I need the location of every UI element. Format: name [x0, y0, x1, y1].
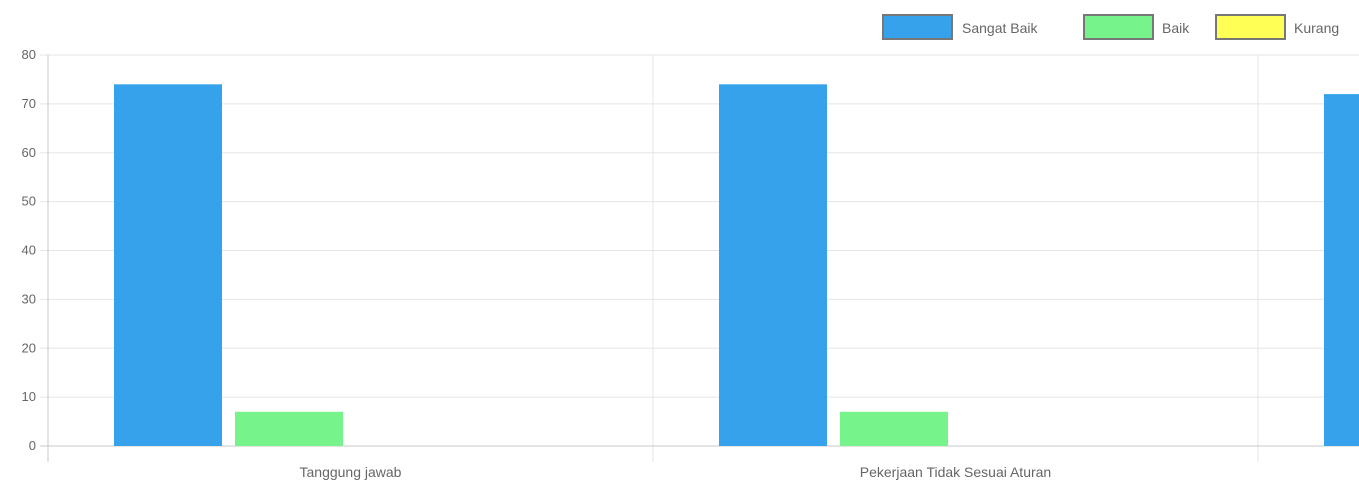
y-tick-label: 30 [22, 291, 36, 306]
y-tick-label: 60 [22, 145, 36, 160]
y-tick-label: 0 [29, 438, 36, 453]
x-tick-label: Tanggung jawab [300, 464, 402, 480]
y-tick-label: 70 [22, 96, 36, 111]
legend[interactable]: Sangat Baik Baik Kurang [882, 14, 1339, 40]
bar-sangat-baik[interactable] [719, 84, 827, 446]
y-tick-label: 20 [22, 340, 36, 355]
legend-label: Kurang [1294, 20, 1339, 36]
x-tick-label: Pekerjaan Tidak Sesuai Aturan [860, 464, 1051, 480]
bar-baik[interactable] [840, 411, 948, 446]
grid-lines [40, 54, 1359, 462]
legend-swatch [1215, 14, 1286, 40]
legend-label: Sangat Baik [962, 20, 1038, 36]
y-tick-label: 10 [22, 389, 36, 404]
legend-item-baik[interactable]: Baik [1083, 14, 1190, 40]
legend-item-kurang[interactable]: Kurang [1215, 14, 1339, 40]
bar-baik[interactable] [235, 411, 343, 446]
y-tick-label: 40 [22, 243, 36, 258]
bar-sangat-baik[interactable] [1324, 94, 1359, 446]
y-tick-label: 50 [22, 194, 36, 209]
bar-sangat-baik[interactable] [114, 84, 222, 446]
legend-swatch [882, 14, 953, 40]
bars [114, 84, 1359, 446]
legend-item-sangat-baik[interactable]: Sangat Baik [882, 14, 1038, 40]
axes [40, 55, 1359, 462]
tick-labels: 0 10 20 30 40 50 60 70 80 Tanggung jawab Pekerjaan… [22, 47, 1052, 480]
legend-label: Baik [1162, 20, 1190, 36]
y-tick-label: 80 [22, 47, 36, 62]
legend-swatch [1083, 14, 1154, 40]
